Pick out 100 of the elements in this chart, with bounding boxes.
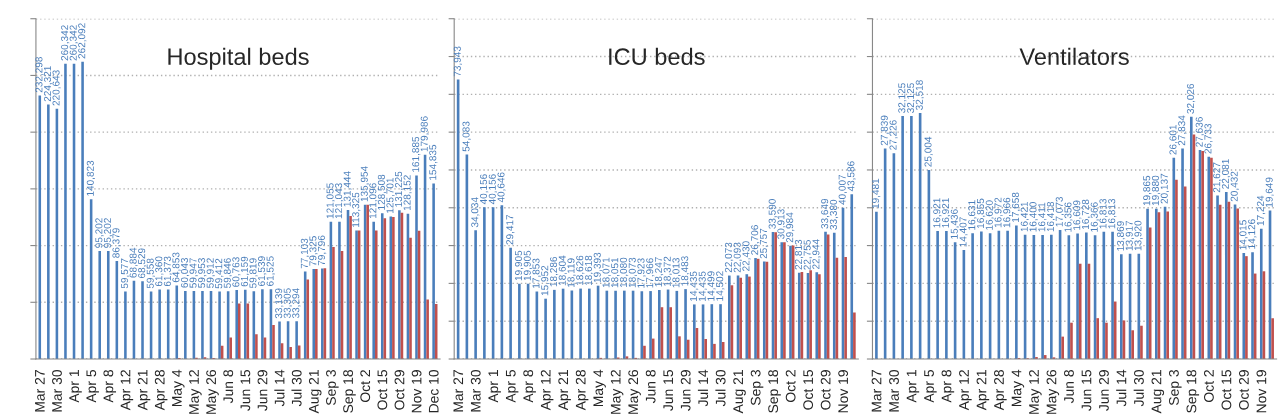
data-label: 121,055 xyxy=(326,183,335,219)
data-label: 18,051 xyxy=(611,257,620,288)
x-tick-label: Apr 1 xyxy=(906,370,920,403)
data-label: 16,631 xyxy=(968,200,977,230)
data-label: 61,373 xyxy=(163,256,173,287)
x-tick-label: May 26 xyxy=(628,370,641,414)
data-label: 18,119 xyxy=(567,258,576,287)
data-label: 14,435 xyxy=(698,271,707,301)
data-label: 179,986 xyxy=(420,116,429,152)
data-label: 18,626 xyxy=(576,255,585,286)
x-tick-label: Apr 1 xyxy=(69,370,82,403)
data-label: 16,813 xyxy=(1099,198,1108,229)
data-label: 113,325 xyxy=(352,192,361,227)
data-label: 16,356 xyxy=(1064,202,1073,232)
x-tick-label: Mar 30 xyxy=(889,369,899,412)
x-tick-label: Apr 12 xyxy=(540,370,554,411)
data-label: 33,590 xyxy=(768,199,777,229)
data-label: 95,202 xyxy=(103,218,113,248)
x-tick-label: Oct 29 xyxy=(820,370,831,410)
x-tick-label: Jul 30 xyxy=(291,369,302,407)
data-label: 29,984 xyxy=(786,212,795,243)
data-label: 64,853 xyxy=(172,252,181,283)
x-tick-label: Nov 19 xyxy=(838,370,849,413)
data-label: 77,103 xyxy=(300,238,310,269)
data-label: 16,620 xyxy=(985,200,994,230)
data-label: 14,435 xyxy=(689,271,699,301)
x-tick-label: Apr 5 xyxy=(924,370,937,403)
data-label: 68,884 xyxy=(129,247,138,278)
x-tick-label: Oct 2 xyxy=(785,370,796,402)
data-label: 60,043 xyxy=(180,257,190,288)
data-label: 16,813 xyxy=(1108,198,1117,229)
x-tick-label: Mar 30 xyxy=(470,369,481,412)
x-tick-label: Apr 28 xyxy=(154,370,168,411)
data-label: 33,294 xyxy=(292,288,301,319)
data-label: 32,026 xyxy=(1186,83,1196,114)
data-label: 131,444 xyxy=(343,171,352,207)
data-label: 154,835 xyxy=(429,144,438,180)
data-label: 13,920 xyxy=(1134,220,1143,251)
data-label: 22,944 xyxy=(812,239,821,269)
data-label: 128,508 xyxy=(377,174,387,210)
x-tick-label: Jun 15 xyxy=(663,370,674,411)
data-label: 17,853 xyxy=(532,258,541,288)
data-label: 22,755 xyxy=(803,240,812,270)
data-label: 20,432 xyxy=(1230,171,1239,202)
x-tick-label: Jul 30 xyxy=(715,369,726,407)
data-label: 25,757 xyxy=(759,228,769,259)
data-label: 22,813 xyxy=(794,239,804,270)
x-tick-label: Jun 8 xyxy=(645,370,656,404)
x-tick-label: Apr 8 xyxy=(941,370,955,403)
x-tick-label: Jul 14 xyxy=(1116,369,1127,407)
data-label: 16,728 xyxy=(1081,199,1091,229)
x-tick-label: May 12 xyxy=(189,370,202,414)
x-tick-label: Mar 27 xyxy=(453,370,464,412)
x-tick-label: Nov 19 xyxy=(1256,370,1267,413)
data-label: 260,342 xyxy=(61,25,70,61)
data-label: 61,360 xyxy=(155,256,164,287)
data-label: 29,417 xyxy=(506,214,515,245)
x-tick-label: Jul 14 xyxy=(274,369,285,407)
data-label: 27,226 xyxy=(889,120,898,150)
x-tick-label: Aug 21 xyxy=(308,370,322,414)
x-tick-label: Jul 14 xyxy=(697,369,709,407)
data-label: 16,411 xyxy=(1038,202,1047,232)
x-tick-label: May 4 xyxy=(593,369,606,407)
data-label: 131,225 xyxy=(394,171,404,207)
data-label: 40,156 xyxy=(488,174,497,205)
data-label: 59,846 xyxy=(223,258,233,288)
data-label: 26,733 xyxy=(1204,123,1213,154)
x-tick-label: Jul 30 xyxy=(1133,369,1144,407)
data-label: 19,880 xyxy=(1151,175,1161,206)
x-tick-label: Jun 8 xyxy=(223,370,234,404)
data-label: 26,706 xyxy=(751,225,760,255)
data-label: 61,539 xyxy=(257,256,267,286)
x-tick-label: Apr 8 xyxy=(103,370,117,403)
x-tick-label: Sep 18 xyxy=(1186,370,1200,413)
data-label: 22,093 xyxy=(733,242,742,273)
x-tick-label: Oct 15 xyxy=(803,370,814,410)
data-label: 18,013 xyxy=(672,257,681,288)
x-tick-label: Apr 1 xyxy=(488,370,501,403)
x-tick-label: Apr 5 xyxy=(86,370,99,403)
data-label: 32,125 xyxy=(906,83,916,113)
data-label: 18,604 xyxy=(558,255,567,286)
x-tick-label: Apr 12 xyxy=(120,370,134,411)
x-tick-label: Dec 10 xyxy=(428,369,439,413)
data-label: 22,081 xyxy=(1221,159,1231,189)
x-tick-label: Aug 21 xyxy=(733,370,746,414)
data-label: 121,096 xyxy=(369,183,378,219)
data-label: 17,658 xyxy=(1011,192,1021,222)
x-tick-label: Apr 21 xyxy=(558,370,571,411)
data-label: 40,007 xyxy=(838,174,847,205)
data-label: 32,518 xyxy=(915,80,924,110)
x-tick-label: Oct 29 xyxy=(1238,370,1249,410)
text: Hospital beds xyxy=(168,47,309,70)
x-tick-label: Apr 8 xyxy=(523,370,536,403)
data-label: 16,609 xyxy=(1073,200,1082,230)
data-label: 220,643 xyxy=(52,70,61,106)
data-label: 59,558 xyxy=(146,258,155,289)
data-label: 14,015 xyxy=(1239,220,1248,250)
data-label: 27,839 xyxy=(880,115,890,146)
data-label: 19,649 xyxy=(1265,177,1274,207)
x-tick-label: Jun 15 xyxy=(1081,370,1092,411)
